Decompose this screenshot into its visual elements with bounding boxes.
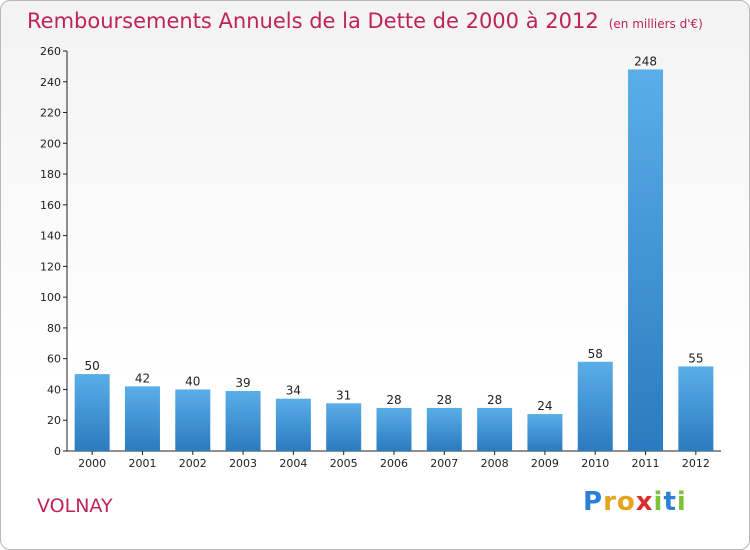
chart-title: Remboursements Annuels de la Dette de 20… [27,9,703,33]
bar-2011 [628,69,664,451]
proxiti-logo: Proxiti [583,487,687,517]
bar-2000 [74,374,110,451]
y-tick-label: 160 [40,199,61,212]
x-tick-label-2000: 2000 [78,457,106,470]
y-tick-label: 220 [40,107,61,120]
data-label-2005: 31 [336,388,351,402]
y-tick-label: 240 [40,76,61,89]
y-tick-label: 100 [40,291,61,304]
bar-2003 [225,391,261,451]
x-tick-label-2006: 2006 [380,457,408,470]
x-tick-label-2002: 2002 [179,457,207,470]
data-label-2003: 39 [235,376,250,390]
y-tick-label: 180 [40,168,61,181]
data-label-2000: 50 [85,359,100,373]
data-label-2011: 248 [634,54,657,68]
y-tick-label: 40 [47,383,61,396]
bar-2008 [477,407,513,451]
logo-letter: i [676,487,687,517]
data-label-2004: 34 [286,384,301,398]
bar-2005 [326,403,362,451]
x-tick-label-2001: 2001 [128,457,156,470]
x-tick-label-2011: 2011 [632,457,660,470]
x-tick-label-2008: 2008 [481,457,509,470]
x-tick-label-2012: 2012 [682,457,710,470]
x-tick-label-2010: 2010 [581,457,609,470]
bar-2012 [678,366,714,451]
x-tick-label-2007: 2007 [430,457,458,470]
data-label-2012: 55 [688,351,703,365]
bar-2007 [426,407,462,451]
logo-letter: x [635,487,654,517]
data-label-2010: 58 [588,347,603,361]
logo-letter: o [616,487,636,517]
logo-letter: P [583,487,604,517]
y-tick-label: 260 [40,45,61,58]
bar-2009 [527,414,563,451]
y-tick-label: 200 [40,137,61,150]
x-tick-label-2003: 2003 [229,457,257,470]
data-label-2006: 28 [386,393,401,407]
axes: 0 20 40 60 80 100 120 140 160 180 200 220 240 260 2000… [40,45,721,470]
data-label-2002: 40 [185,374,200,388]
location-label: VOLNAY [37,495,113,517]
logo-letter: i [653,487,664,517]
bar-2002 [175,389,211,451]
data-label-2001: 42 [135,371,150,385]
bar-2010 [577,361,613,451]
unit-label: (en milliers d'€) [608,17,703,31]
y-tick-label: 120 [40,260,61,273]
x-tick-label-2009: 2009 [531,457,559,470]
x-tick-label-2004: 2004 [279,457,307,470]
logo-letter: t [663,487,677,517]
bar-2001 [124,386,160,451]
y-tick-label: 60 [47,353,61,366]
logo-letter: r [603,487,617,517]
y-tick-label: 80 [47,322,61,335]
x-tick-label-2005: 2005 [330,457,358,470]
bar-2006 [376,407,412,451]
y-tick-label: 0 [54,445,61,458]
data-label-2009: 24 [537,399,552,413]
data-label-2007: 28 [437,393,452,407]
bars: 50 42 40 39 34 31 28 28 28 24 58 248 55 [74,54,714,451]
bar-2004 [275,398,311,451]
y-tick-label: 140 [40,230,61,243]
data-label-2008: 28 [487,393,502,407]
y-tick-label: 20 [47,414,61,427]
